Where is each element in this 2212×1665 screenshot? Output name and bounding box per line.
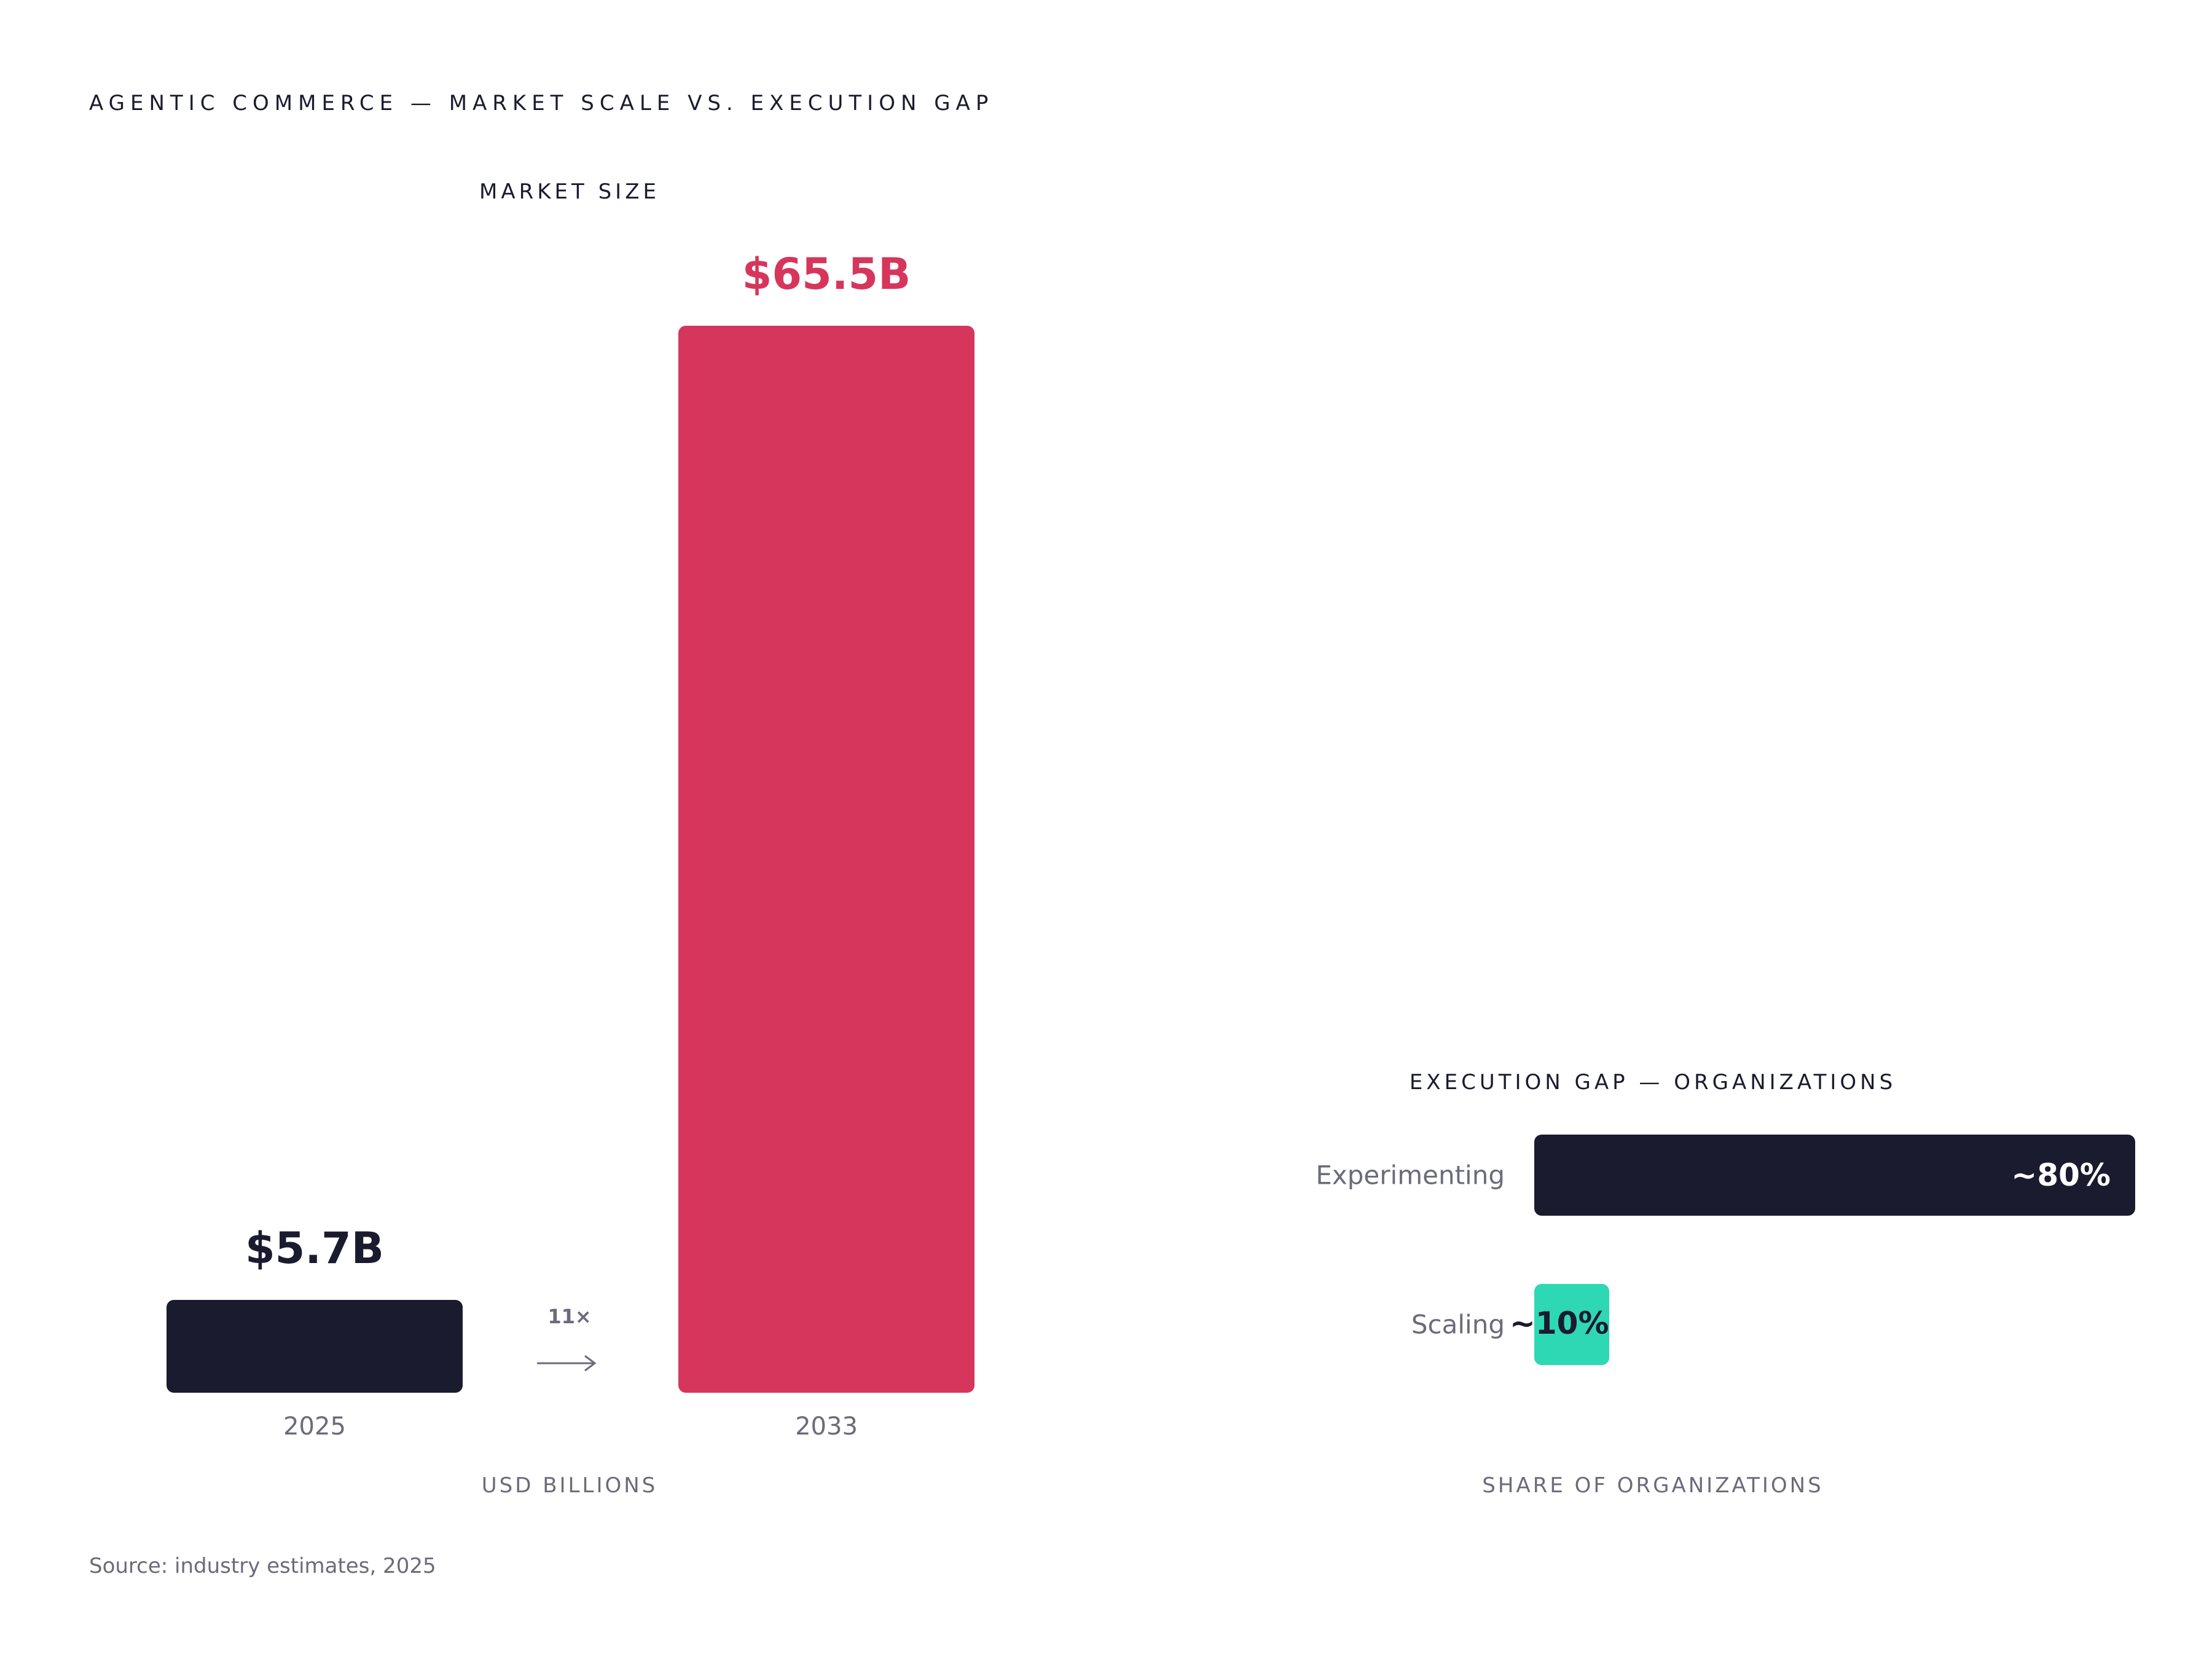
bar-value-label: $5.7B xyxy=(245,1222,385,1273)
category-label: Scaling xyxy=(1411,1309,1505,1340)
execution-gap-title: EXECUTION GAP — ORGANIZATIONS xyxy=(1409,1070,1897,1095)
category-label: Experimenting xyxy=(1316,1160,1505,1191)
hbar-experimenting xyxy=(1534,1135,2135,1216)
bar-value-label: $65.5B xyxy=(742,249,911,299)
bar-value-label: ~80% xyxy=(2011,1157,2111,1193)
category-label: 2025 xyxy=(283,1412,346,1441)
chart-title: AGENTIC COMMERCE — MARKET SCALE VS. EXEC… xyxy=(89,91,994,116)
bar-value-label: ~10% xyxy=(1510,1305,1609,1341)
growth-multiplier-label: 11× xyxy=(547,1305,592,1328)
market-size-title: MARKET SIZE xyxy=(479,179,660,204)
category-label: 2033 xyxy=(795,1412,858,1441)
market-size-unit-label: USD BILLIONS xyxy=(481,1473,658,1498)
bar-2025 xyxy=(167,1299,463,1393)
growth-arrow-icon xyxy=(537,1355,597,1372)
source-note: Source: industry estimates, 2025 xyxy=(89,1554,436,1578)
bar-2033 xyxy=(678,326,975,1393)
execution-gap-unit-label: SHARE OF ORGANIZATIONS xyxy=(1482,1473,1824,1498)
hbar-scaling xyxy=(1534,1284,1610,1365)
